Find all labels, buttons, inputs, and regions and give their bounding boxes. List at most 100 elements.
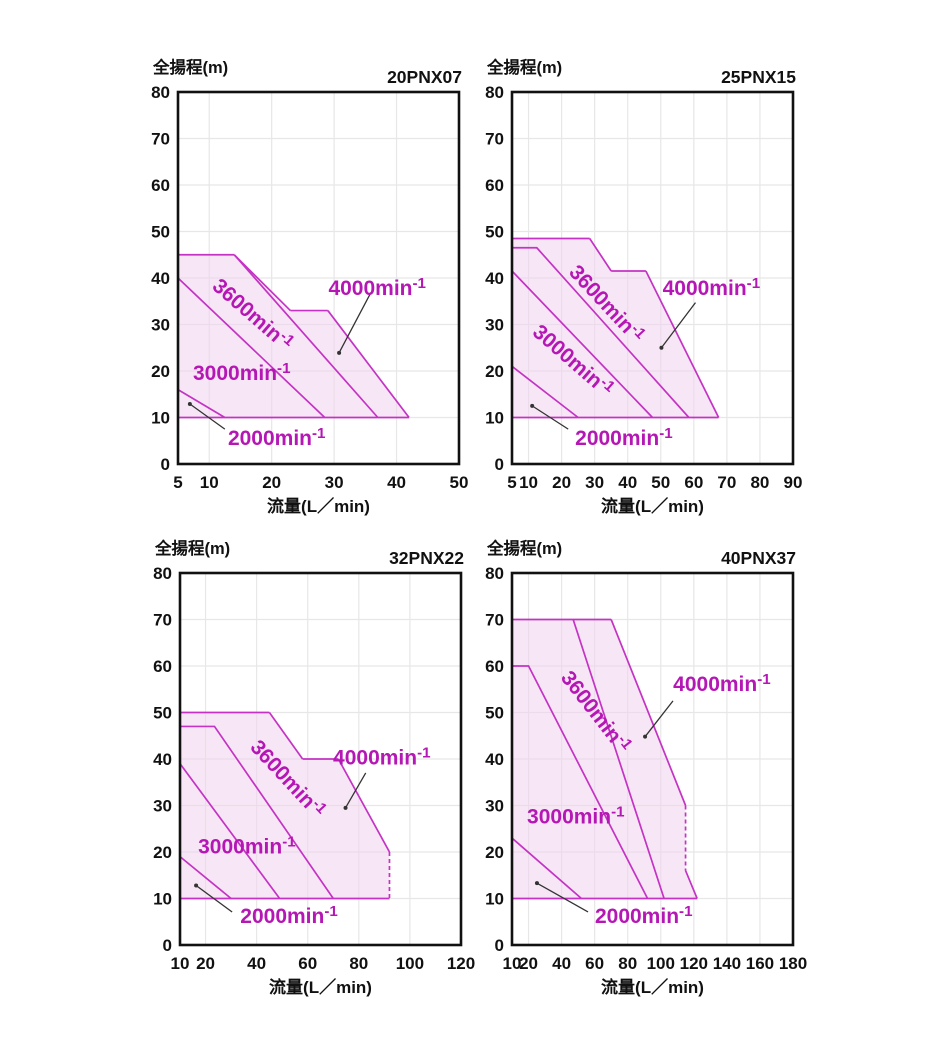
x-tick-label: 5 (173, 473, 182, 492)
y-tick-label: 0 (163, 936, 172, 955)
chart-title: 32PNX22 (389, 548, 464, 568)
x-tick-label: 10 (503, 954, 522, 973)
chart-title: 40PNX37 (721, 548, 796, 568)
rpm-label-2000min-1: 2000min-1 (575, 425, 673, 450)
curve-2000min-1 (177, 388, 226, 419)
chart-32PNX22: 4000min-1 3600min-1 3000min-1 2000min-1 0 10 2… (134, 535, 504, 1040)
x-tick-label: 180 (779, 954, 807, 973)
curve-2000min-1 (511, 365, 579, 419)
chart-svg-32PNX22: 4000min-13600min-13000min-12000min-10102… (153, 538, 475, 997)
x-tick-label: 120 (680, 954, 708, 973)
envelope-edge (327, 310, 410, 419)
x-tick-label: 80 (618, 954, 637, 973)
y-tick-label: 70 (153, 611, 172, 630)
y-tick-label: 0 (495, 455, 504, 474)
rpm-label-3000min-1: 3000min-1 (527, 804, 625, 829)
chart-20PNX07: 4000min-1 3600min-1 3000min-1 2000min-1 0 10 2… (132, 54, 502, 559)
y-tick-label: 0 (161, 455, 170, 474)
rpm-label-2000min-1: 2000min-1 (240, 903, 338, 928)
y-tick-label: 40 (151, 269, 170, 288)
operating-range-area (512, 238, 719, 418)
rpm-label-4000min-1: 4000min-1 (673, 671, 771, 696)
chart-svg-40PNX37: 4000min-13600min-13000min-12000min-10102… (485, 538, 807, 997)
pointer-dot (343, 805, 348, 810)
operating-range-area (512, 619, 698, 899)
y-tick-label: 40 (153, 750, 172, 769)
y-tick-label: 70 (151, 130, 170, 149)
pointer-line (195, 884, 233, 913)
envelope-edge (588, 238, 612, 272)
y-tick-label: 30 (485, 316, 504, 335)
x-tick-label: 80 (750, 473, 769, 492)
x-tick-label: 5 (507, 473, 516, 492)
x-tick-label: 70 (717, 473, 736, 492)
x-axis-label: 流量(L／min) (601, 977, 704, 997)
y-axis-label: 全揚程(m) (152, 57, 228, 77)
x-tick-label: 50 (450, 473, 469, 492)
y-axis-label: 全揚程(m) (486, 538, 562, 558)
x-tick-label: 20 (519, 954, 538, 973)
curve-3600min-1 (572, 619, 665, 899)
y-tick-label: 60 (153, 657, 172, 676)
rpm-label-3000min-1: 3000min-1 (193, 360, 291, 385)
y-tick-label: 50 (485, 704, 504, 723)
y-axis-label: 全揚程(m) (154, 538, 230, 558)
y-tick-label: 60 (485, 176, 504, 195)
y-tick-label: 70 (485, 130, 504, 149)
x-tick-label: 60 (585, 954, 604, 973)
pointer-line (344, 772, 367, 809)
envelope-edge (645, 270, 720, 418)
curve-3000min-1 (179, 763, 281, 900)
pointer-dot (659, 345, 664, 350)
curve-3000min-1 (511, 270, 654, 419)
curve-2000min-1 (179, 855, 232, 900)
y-tick-label: 30 (153, 797, 172, 816)
y-tick-label: 40 (485, 269, 504, 288)
y-tick-label: 50 (151, 223, 170, 242)
y-axis-label: 全揚程(m) (486, 57, 562, 77)
pointer-line (644, 700, 674, 738)
y-tick-label: 40 (485, 750, 504, 769)
y-tick-label: 20 (485, 843, 504, 862)
x-tick-label: 40 (247, 954, 266, 973)
x-tick-label: 10 (171, 954, 190, 973)
curve-3600min-1 (512, 246, 690, 419)
y-tick-label: 20 (151, 362, 170, 381)
x-axis-label: 流量(L／min) (269, 977, 372, 997)
envelope-edge (268, 712, 304, 760)
x-tick-label: 10 (519, 473, 538, 492)
pointer-line (189, 403, 226, 430)
rpm-label-2000min-1: 2000min-1 (228, 425, 326, 450)
x-axis-label: 流量(L／min) (267, 496, 370, 516)
pointer-dot (337, 350, 342, 355)
pointer-line (660, 302, 696, 349)
x-tick-label: 160 (746, 954, 774, 973)
chart-svg-25PNX15: 4000min-13600min-13000min-12000min-10102… (485, 57, 802, 516)
y-tick-label: 0 (495, 936, 504, 955)
y-tick-label: 20 (485, 362, 504, 381)
pointer-dot (187, 402, 192, 407)
y-tick-label: 10 (485, 409, 504, 428)
x-tick-label: 40 (387, 473, 406, 492)
y-tick-label: 80 (485, 83, 504, 102)
operating-range-area (178, 254, 410, 418)
chart-title: 20PNX07 (387, 67, 462, 87)
rpm-label-4000min-1: 4000min-1 (663, 275, 761, 300)
plot-border (178, 571, 463, 947)
y-tick-label: 30 (485, 797, 504, 816)
x-tick-label: 80 (349, 954, 368, 973)
curve-3600min-1 (233, 254, 379, 419)
pointer-line (536, 882, 589, 913)
y-tick-label: 80 (153, 564, 172, 583)
pointer-dot (530, 403, 535, 408)
plot-border (176, 90, 461, 466)
envelope-edge (684, 870, 698, 899)
plot-border (510, 571, 795, 947)
y-tick-label: 10 (151, 409, 170, 428)
chart-25PNX15: 4000min-1 3600min-1 3000min-1 2000min-1 0 10 2… (466, 54, 836, 559)
rpm-label-3000min-1: 3000min-1 (198, 833, 296, 858)
x-tick-label: 40 (552, 954, 571, 973)
x-tick-label: 140 (713, 954, 741, 973)
pointer-line (338, 292, 372, 354)
rpm-label-2000min-1: 2000min-1 (595, 903, 693, 928)
